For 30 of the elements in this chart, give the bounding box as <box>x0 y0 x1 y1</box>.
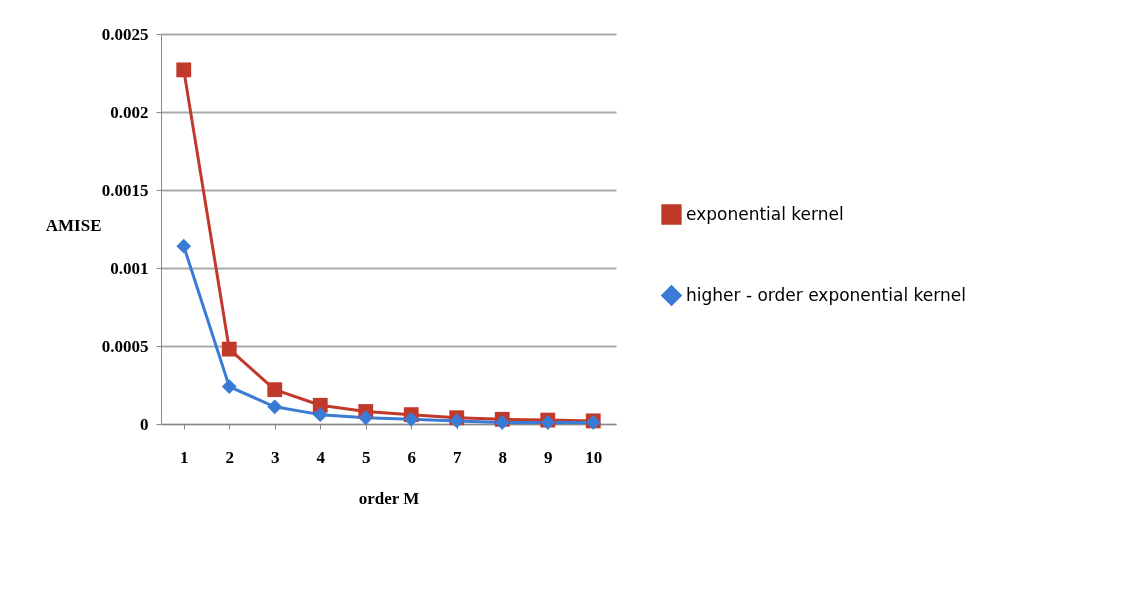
y-tick-label: 0.001 <box>110 258 149 278</box>
x-axis-title: order M <box>358 488 420 508</box>
point <box>176 62 192 78</box>
point <box>267 399 283 415</box>
x-tick-label: 4 <box>316 447 326 467</box>
x-tick-label: 1 <box>180 447 189 467</box>
y-tick-label: 0.0005 <box>101 336 149 356</box>
x-tick-label: 9 <box>544 447 553 467</box>
x-tick-label: 5 <box>362 447 371 467</box>
point <box>358 410 374 426</box>
point <box>221 379 237 394</box>
x-tick-label: 10 <box>585 447 603 467</box>
point <box>176 238 192 254</box>
y-tick-label: 0.002 <box>110 102 149 122</box>
point <box>221 341 237 357</box>
legend-label: higher - order exponential kernel <box>686 284 966 305</box>
y-tick-label: 0 <box>140 414 149 434</box>
y-tick-label: 0.0025 <box>101 24 149 44</box>
x-tick-label: 7 <box>453 447 462 467</box>
y-axis-title: AMISE <box>45 215 102 235</box>
point <box>267 382 283 398</box>
x-tick-label: 2 <box>225 447 234 467</box>
y-tick-label: 0.0015 <box>101 180 149 200</box>
point <box>312 407 328 423</box>
point <box>403 411 419 427</box>
x-tick-label: 6 <box>407 447 416 467</box>
point <box>494 415 510 430</box>
x-tick-label: 3 <box>271 447 280 467</box>
legend-label: exponential kernel <box>686 203 844 224</box>
x-tick-label: 8 <box>498 447 507 467</box>
